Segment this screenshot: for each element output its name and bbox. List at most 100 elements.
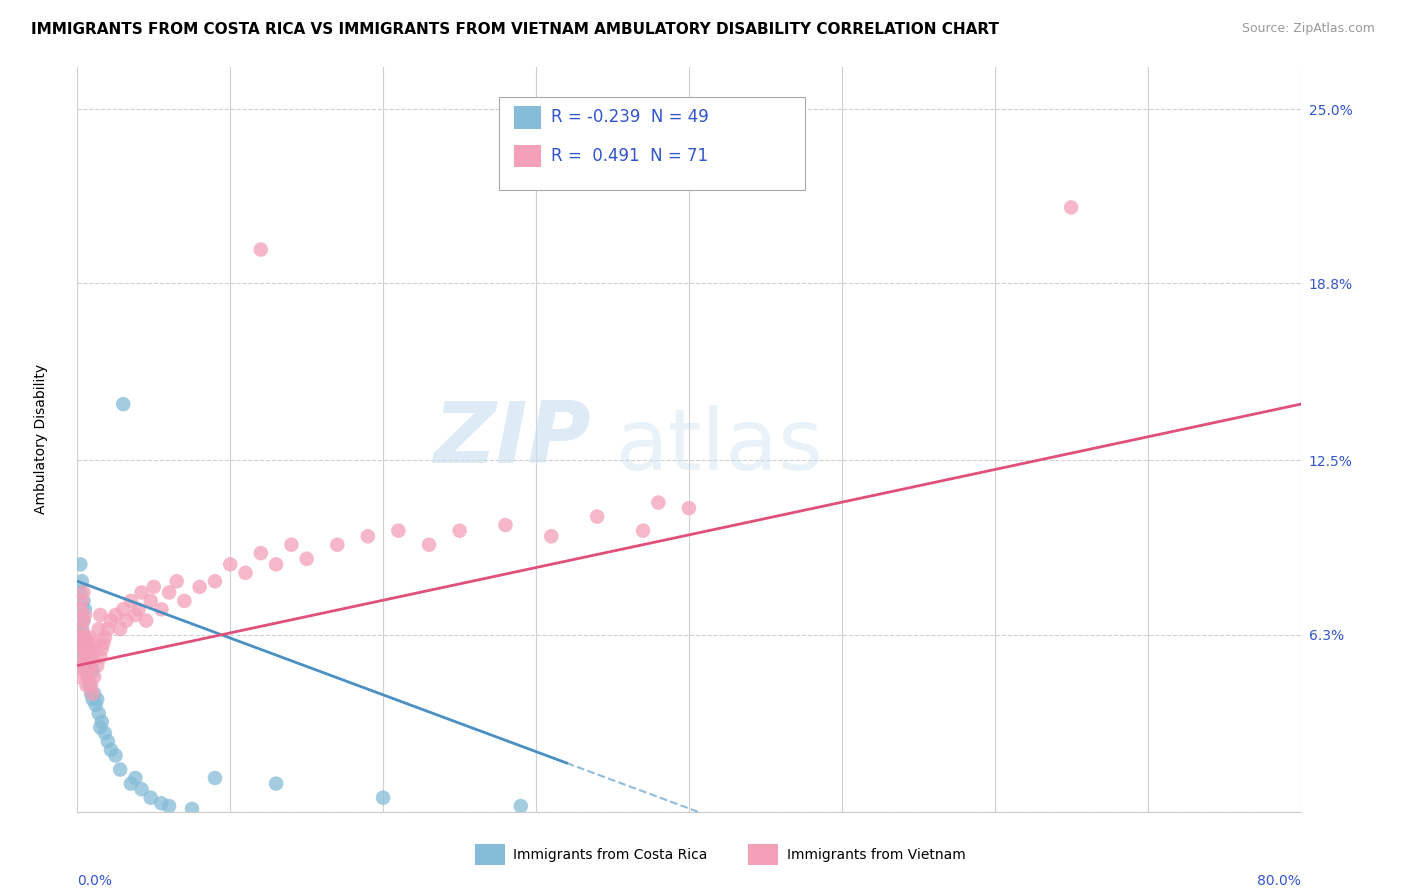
Point: [67, 650, 90, 665]
Text: R =  0.491  N = 71: R = 0.491 N = 71: [551, 146, 707, 164]
Text: R = -0.239  N = 49: R = -0.239 N = 49: [551, 108, 709, 126]
Point: [100, 614, 122, 628]
Point: [108, 622, 131, 636]
Point: [82, 664, 104, 678]
Point: [77, 670, 100, 684]
Point: [647, 495, 669, 509]
Point: [94, 726, 117, 740]
Point: [67, 670, 90, 684]
Point: [90, 714, 112, 729]
Point: [70, 641, 93, 656]
Point: [326, 538, 349, 552]
Point: [104, 607, 127, 622]
Point: [72, 641, 94, 656]
Point: [72, 585, 94, 599]
Point: [76, 636, 98, 650]
Point: [73, 631, 96, 645]
Point: [82, 687, 104, 701]
Point: [371, 790, 394, 805]
Point: [157, 799, 180, 814]
Point: [120, 776, 142, 790]
Point: [135, 614, 157, 628]
Point: [89, 607, 111, 622]
Point: [509, 799, 531, 814]
Point: [295, 551, 318, 566]
Point: [127, 602, 149, 616]
Text: 0.0%: 0.0%: [77, 873, 112, 888]
Point: [84, 636, 107, 650]
Point: [70, 594, 93, 608]
Point: [204, 771, 226, 785]
Point: [73, 650, 96, 665]
Point: [69, 558, 91, 572]
Point: [495, 518, 517, 533]
Point: [70, 650, 93, 665]
FancyBboxPatch shape: [499, 96, 806, 190]
Point: [69, 627, 91, 641]
Point: [76, 650, 98, 665]
Point: [70, 574, 93, 589]
Point: [73, 631, 96, 645]
Point: [67, 607, 90, 622]
Point: [73, 664, 96, 678]
Point: [87, 706, 110, 721]
Point: [166, 574, 188, 589]
Point: [631, 524, 654, 538]
Point: [87, 622, 110, 636]
Point: [112, 602, 135, 616]
Point: [139, 594, 162, 608]
Point: [91, 636, 114, 650]
Point: [94, 631, 117, 645]
Point: [86, 692, 108, 706]
Text: ZIP: ZIP: [433, 398, 591, 481]
Point: [142, 580, 165, 594]
Point: [89, 650, 111, 665]
Point: [73, 602, 96, 616]
Point: [357, 529, 380, 543]
Point: [72, 614, 94, 628]
Text: IMMIGRANTS FROM COSTA RICA VS IMMIGRANTS FROM VIETNAM AMBULATORY DISABILITY CORR: IMMIGRANTS FROM COSTA RICA VS IMMIGRANTS…: [31, 22, 998, 37]
Point: [80, 687, 103, 701]
Point: [69, 602, 91, 616]
Point: [678, 501, 700, 516]
Text: Immigrants from Costa Rica: Immigrants from Costa Rica: [513, 848, 707, 862]
Text: Source: ZipAtlas.com: Source: ZipAtlas.com: [1241, 22, 1375, 36]
Point: [235, 566, 257, 580]
Point: [250, 243, 273, 257]
Point: [104, 748, 127, 763]
Point: [115, 614, 138, 628]
Point: [73, 607, 96, 622]
Text: Immigrants from Vietnam: Immigrants from Vietnam: [787, 848, 966, 862]
Bar: [515, 145, 541, 168]
Point: [72, 614, 94, 628]
Point: [79, 650, 101, 665]
Point: [280, 538, 302, 552]
Point: [77, 641, 100, 656]
Point: [82, 650, 104, 665]
Text: Ambulatory Disability: Ambulatory Disability: [34, 364, 48, 515]
Point: [264, 558, 287, 572]
Text: 80.0%: 80.0%: [1257, 873, 1301, 888]
Point: [188, 580, 211, 594]
Point: [86, 658, 108, 673]
Point: [120, 594, 142, 608]
Point: [90, 641, 112, 656]
Point: [219, 558, 242, 572]
Point: [83, 687, 105, 701]
Point: [124, 607, 146, 622]
Point: [72, 594, 94, 608]
Point: [80, 658, 103, 673]
Point: [67, 636, 90, 650]
Point: [70, 622, 93, 636]
Point: [84, 698, 107, 712]
Point: [181, 802, 204, 816]
Point: [387, 524, 409, 538]
Bar: [475, 845, 506, 865]
Point: [69, 585, 91, 599]
Point: [69, 658, 91, 673]
Point: [82, 692, 104, 706]
Point: [83, 670, 105, 684]
Point: [70, 602, 93, 616]
Point: [250, 546, 273, 560]
Point: [76, 664, 98, 678]
